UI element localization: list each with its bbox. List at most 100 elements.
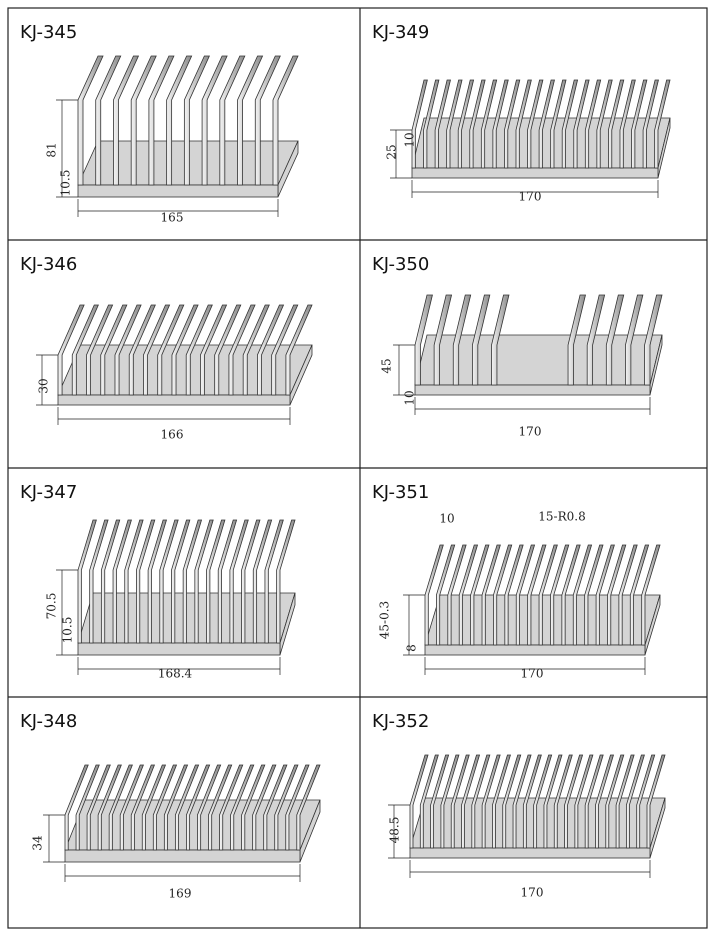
fin <box>186 764 211 851</box>
fin <box>163 764 189 851</box>
fin <box>171 304 199 396</box>
fin <box>148 55 175 186</box>
dimension-label: 170 <box>521 667 544 681</box>
fin <box>130 764 156 851</box>
product-cell: KJ-348 34 169 <box>20 711 321 901</box>
fin <box>214 304 242 396</box>
dimension-label: 170 <box>521 886 544 900</box>
fin <box>584 754 604 849</box>
fin <box>108 764 133 851</box>
fin <box>481 754 501 849</box>
fin <box>605 294 625 386</box>
fin <box>631 79 648 169</box>
fin <box>217 519 238 644</box>
fin <box>197 764 222 851</box>
dimension-label: 8 <box>405 644 419 652</box>
heatsink-front <box>424 644 646 656</box>
fin <box>504 544 524 646</box>
fin <box>112 519 132 644</box>
fin <box>229 519 249 644</box>
fin <box>436 544 456 646</box>
fin <box>119 764 144 851</box>
dimension-label: 165 <box>161 211 184 225</box>
fin <box>527 79 544 169</box>
fin <box>572 544 593 646</box>
fin <box>641 544 661 646</box>
fin <box>230 764 255 851</box>
dimension-label: 166 <box>161 428 184 442</box>
fin <box>452 294 472 386</box>
fin <box>276 519 296 644</box>
fin <box>644 294 663 386</box>
fin <box>446 79 463 169</box>
fin <box>636 754 656 849</box>
fin <box>618 544 638 646</box>
fin <box>141 764 167 851</box>
fin <box>434 79 451 169</box>
fin <box>274 764 299 851</box>
dimension-label: 45-0.3 <box>378 601 392 639</box>
fin <box>241 519 261 644</box>
fin <box>564 754 584 849</box>
fin <box>550 79 567 169</box>
dimension-label: 10 <box>403 390 417 405</box>
fin <box>219 764 244 851</box>
fin <box>252 764 277 851</box>
dimension-label: 34 <box>31 835 45 851</box>
fin <box>182 519 203 644</box>
fin <box>440 754 460 849</box>
fin <box>471 294 491 386</box>
fin <box>185 304 213 396</box>
fin <box>515 544 536 646</box>
dimension-label: 169 <box>169 887 192 901</box>
heatsink-front <box>77 642 281 656</box>
fin <box>619 79 636 169</box>
fin <box>469 79 486 169</box>
fin <box>512 754 532 849</box>
dimension-label: 81 <box>45 142 59 157</box>
fin <box>124 519 144 644</box>
fin <box>166 55 193 186</box>
fin <box>533 754 553 849</box>
heatsink-front <box>409 847 651 859</box>
fin <box>584 79 602 169</box>
fin <box>433 294 453 386</box>
fin <box>447 544 467 646</box>
fin <box>75 764 100 851</box>
fin <box>629 544 650 646</box>
fin <box>147 519 168 644</box>
fin <box>515 79 532 169</box>
fin <box>625 754 645 849</box>
model-label: KJ-347 <box>20 482 77 503</box>
fin <box>605 754 625 849</box>
dimension-label: 168.4 <box>158 667 193 681</box>
fin <box>625 294 644 386</box>
fin <box>538 79 555 169</box>
fin <box>461 754 481 849</box>
fin <box>86 764 111 851</box>
fin <box>615 754 635 849</box>
fin <box>237 55 264 186</box>
fin <box>113 55 140 186</box>
fin <box>200 304 228 396</box>
fin <box>228 304 256 396</box>
fin <box>97 764 122 851</box>
fin <box>152 764 178 851</box>
fin <box>527 544 547 646</box>
product-cell: KJ-350 45 10 170 <box>372 254 663 439</box>
fin <box>553 754 573 849</box>
fin <box>219 55 246 186</box>
fin <box>584 544 604 646</box>
fin <box>492 79 509 169</box>
fin <box>174 764 200 851</box>
fin <box>201 55 228 186</box>
fin <box>194 519 214 644</box>
dimension-label: 30 <box>37 378 51 393</box>
fin <box>136 519 156 644</box>
heatsink-front <box>414 384 651 396</box>
fin <box>89 519 109 644</box>
heatsink-front <box>411 167 659 179</box>
fin <box>252 519 273 644</box>
fin <box>285 304 313 396</box>
